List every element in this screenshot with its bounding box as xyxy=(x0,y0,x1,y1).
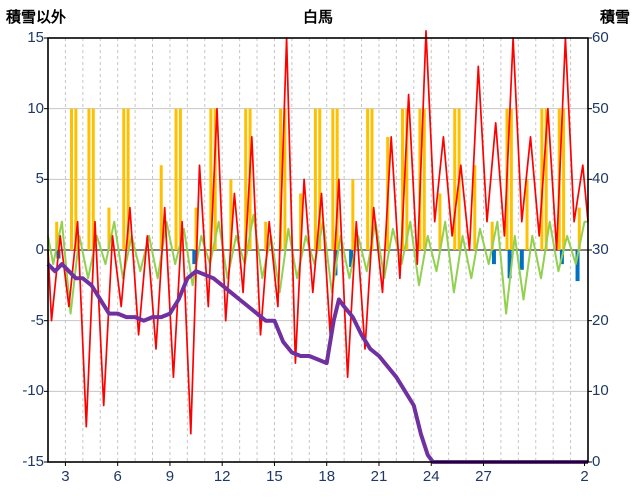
sunshine-bars xyxy=(209,108,213,251)
sunshine-bars xyxy=(74,108,78,251)
sunshine-bars xyxy=(70,108,74,251)
sunshine-bars xyxy=(351,179,355,250)
sunshine-bars xyxy=(422,108,426,251)
sunshine-bars xyxy=(453,108,457,251)
left-axis-tick-label: -5 xyxy=(30,311,44,329)
sunshine-bars xyxy=(213,108,217,251)
right-axis-tick-label: 30 xyxy=(592,241,609,258)
sunshine-bars xyxy=(87,108,91,251)
sunshine-bars xyxy=(122,108,126,251)
x-axis-tick-label: 27 xyxy=(475,468,492,485)
sunshine-bars xyxy=(264,221,268,250)
sunshine-bars xyxy=(126,108,130,251)
sunshine-bars xyxy=(473,165,477,250)
sunshine-bars xyxy=(313,108,317,251)
sunshine-bars xyxy=(370,108,374,251)
sunshine-bars xyxy=(279,108,283,251)
sunshine-bars xyxy=(525,179,529,250)
blue-bars xyxy=(491,250,496,265)
sunshine-bars xyxy=(194,207,198,250)
sunshine-bars xyxy=(244,108,248,251)
right-axis-tick-label: 20 xyxy=(592,311,609,329)
left-axis-tick-label: 10 xyxy=(27,99,44,117)
left-axis-title: 積雪以外 xyxy=(6,9,67,26)
left-axis-tick-label: 5 xyxy=(35,170,44,188)
left-axis-tick-label: -10 xyxy=(22,382,44,400)
x-axis-tick-label: 12 xyxy=(213,468,231,485)
x-axis-tick-label: 24 xyxy=(422,468,440,485)
sunshine-bars xyxy=(400,108,404,251)
sunshine-bars xyxy=(331,108,335,251)
sunshine-bars xyxy=(544,108,548,251)
sunshine-bars xyxy=(577,207,581,250)
sunshine-bars xyxy=(335,108,339,251)
sunshine-bars xyxy=(91,108,95,251)
right-axis-tick-label: 0 xyxy=(592,453,601,470)
x-axis-tick-label: 18 xyxy=(318,468,336,485)
sunshine-bars xyxy=(174,108,178,251)
sunshine-bars xyxy=(509,108,513,251)
sunshine-bars xyxy=(562,108,566,251)
sunshine-bars xyxy=(178,108,182,251)
right-axis-tick-label: 10 xyxy=(592,382,609,400)
sunshine-bars xyxy=(438,193,442,250)
right-axis-tick-label: 60 xyxy=(592,29,609,46)
temperature-line xyxy=(47,30,589,435)
right-axis-title: 積雪 xyxy=(599,9,630,26)
sunshine-bars xyxy=(299,193,303,250)
blue-bars xyxy=(333,250,338,276)
snow-depth-line xyxy=(46,262,588,464)
x-axis-tick-label: 2 xyxy=(580,468,589,485)
left-axis-tick-label: 15 xyxy=(27,29,44,46)
x-axis-tick-label: 21 xyxy=(370,468,388,485)
x-axis-tick-label: 3 xyxy=(61,468,70,485)
sunshine-bars xyxy=(55,221,59,250)
sunshine-bars xyxy=(540,108,544,251)
sunshine-bars xyxy=(229,179,233,250)
blue-bars xyxy=(192,250,197,265)
sunshine-bars xyxy=(107,207,111,250)
green-line xyxy=(47,213,588,315)
sunshine-bars xyxy=(283,108,287,251)
sunshine-bars xyxy=(490,221,494,250)
sunshine-bars xyxy=(159,165,163,250)
blue-bars xyxy=(349,250,354,267)
chart-title: 白馬 xyxy=(302,9,333,26)
sunshine-bars xyxy=(366,108,370,251)
right-axis-tick-label: 40 xyxy=(592,170,609,188)
blue-bars xyxy=(519,250,524,270)
left-axis-tick-label: 0 xyxy=(35,241,44,258)
blue-bars xyxy=(507,250,512,279)
sunshine-bars xyxy=(318,108,322,251)
blue-bars xyxy=(575,250,580,282)
right-axis-tick-label: 50 xyxy=(592,99,609,117)
sunshine-bars xyxy=(405,108,409,251)
x-axis-tick-label: 6 xyxy=(113,468,122,485)
left-axis-tick-label: -15 xyxy=(22,453,44,470)
x-axis-tick-label: 9 xyxy=(165,468,175,485)
x-axis-tick-label: 15 xyxy=(266,468,283,485)
